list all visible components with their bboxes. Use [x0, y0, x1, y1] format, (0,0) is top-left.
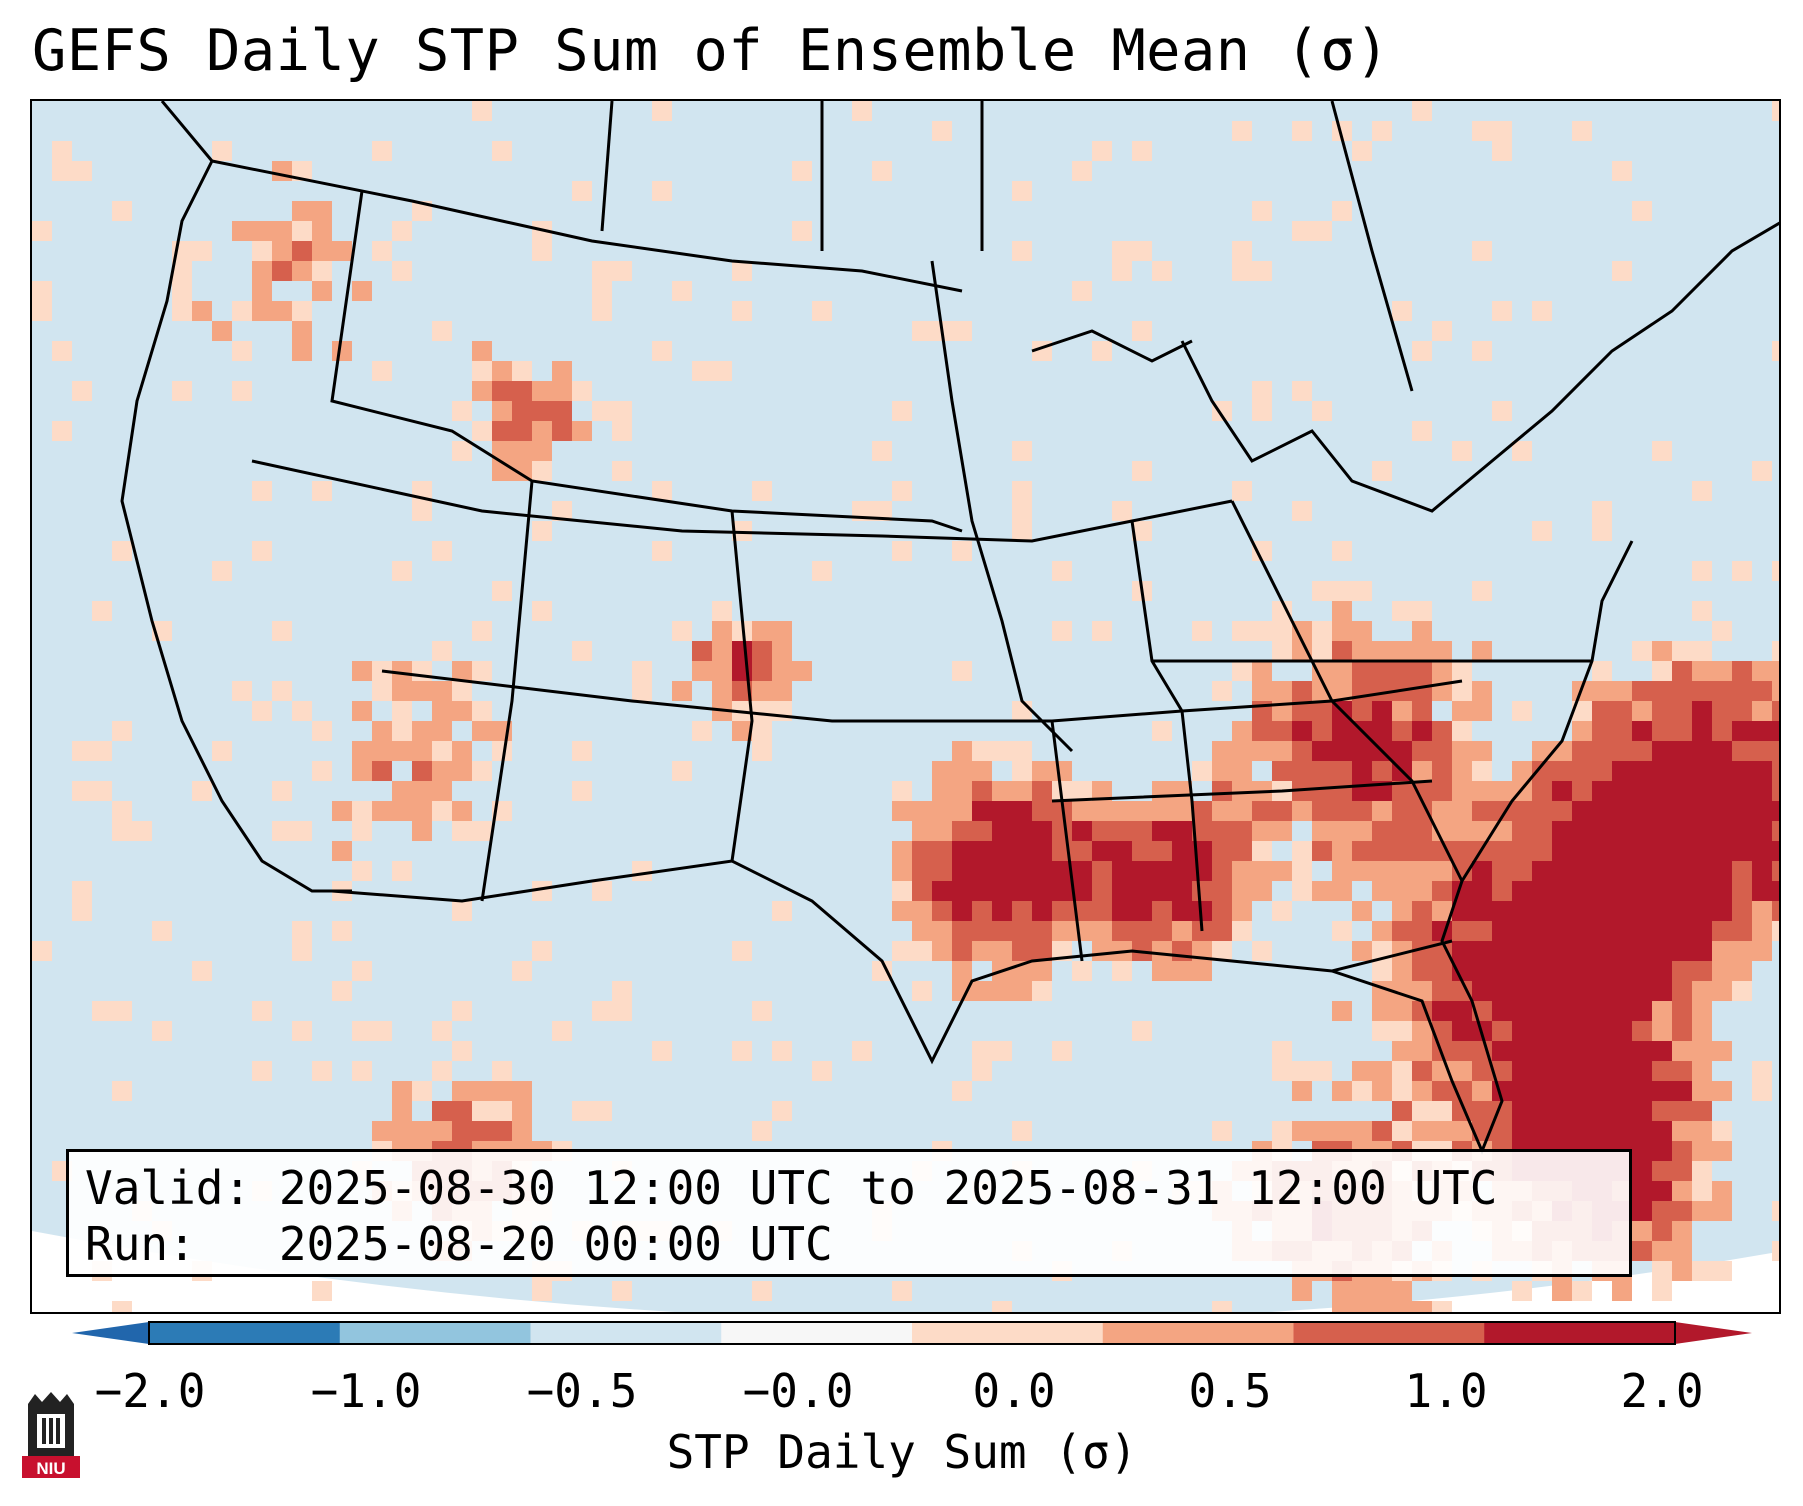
colorbar-tick-0: −2.0 — [94, 1364, 206, 1418]
colorbar-bin-5 — [1102, 1322, 1294, 1344]
niu-logo: NIU — [22, 1392, 80, 1478]
colorbar-tick-6: 1.0 — [1404, 1364, 1488, 1418]
colorbar-bin-2 — [530, 1322, 722, 1344]
colorbar-bin-3 — [721, 1322, 913, 1344]
colorbar-bin-7 — [1484, 1322, 1676, 1344]
colorbar-bin-6 — [1293, 1322, 1485, 1344]
run-line: Run: 2025-08-20 00:00 UTC — [85, 1217, 833, 1271]
colorbar-tick-3: −0.0 — [742, 1364, 854, 1418]
map-panel — [30, 99, 1781, 1314]
colorbar-tick-2: −0.5 — [526, 1364, 638, 1418]
colorbar-tick-7: 2.0 — [1620, 1364, 1704, 1418]
colorbar-extend-high — [1675, 1322, 1752, 1344]
colorbar-tick-4: 0.0 — [972, 1364, 1056, 1418]
valid-line: Valid: 2025-08-30 12:00 UTC to 2025-08-3… — [85, 1161, 1498, 1215]
map-svg — [32, 101, 1779, 1312]
state-borders — [120, 101, 1779, 1155]
chart-title: GEFS Daily STP Sum of Ensemble Mean (σ) — [32, 18, 1390, 84]
validity-info-box: Valid: 2025-08-30 12:00 UTC to 2025-08-3… — [66, 1149, 1632, 1277]
colorbar-bin-4 — [912, 1322, 1104, 1344]
colorbar-bin-1 — [339, 1322, 531, 1344]
svg-text:NIU: NIU — [36, 1459, 65, 1478]
colorbar-tick-1: −1.0 — [310, 1364, 422, 1418]
colorbar-tick-5: 0.5 — [1188, 1364, 1272, 1418]
colorbar-label: STP Daily Sum (σ) — [666, 1425, 1138, 1479]
colorbar-outline — [148, 1321, 1676, 1345]
colorbar-bin-0 — [149, 1322, 341, 1344]
colorbar-bins — [149, 1322, 1676, 1344]
colorbar-extend-low — [72, 1322, 149, 1344]
colorbar — [72, 1321, 1752, 1345]
